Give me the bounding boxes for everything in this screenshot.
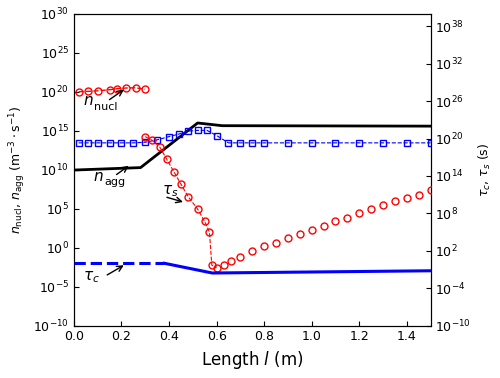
- X-axis label: Length $l$ (m): Length $l$ (m): [201, 349, 304, 371]
- Text: $n$: $n$: [93, 169, 104, 184]
- Text: $n$: $n$: [84, 93, 94, 108]
- Y-axis label: $\tau_c$, $\tau_s$ (s): $\tau_c$, $\tau_s$ (s): [477, 143, 493, 197]
- Text: $\tau_c$: $\tau_c$: [84, 269, 100, 285]
- Text: agg: agg: [105, 177, 126, 187]
- Text: nucl: nucl: [94, 102, 118, 112]
- Y-axis label: $n_\mathrm{nucl}$, $n_\mathrm{agg}$ (m$^{-3}\cdot$s$^{-1}$): $n_\mathrm{nucl}$, $n_\mathrm{agg}$ (m$^…: [7, 105, 28, 234]
- Text: $\tau_s$: $\tau_s$: [162, 184, 178, 199]
